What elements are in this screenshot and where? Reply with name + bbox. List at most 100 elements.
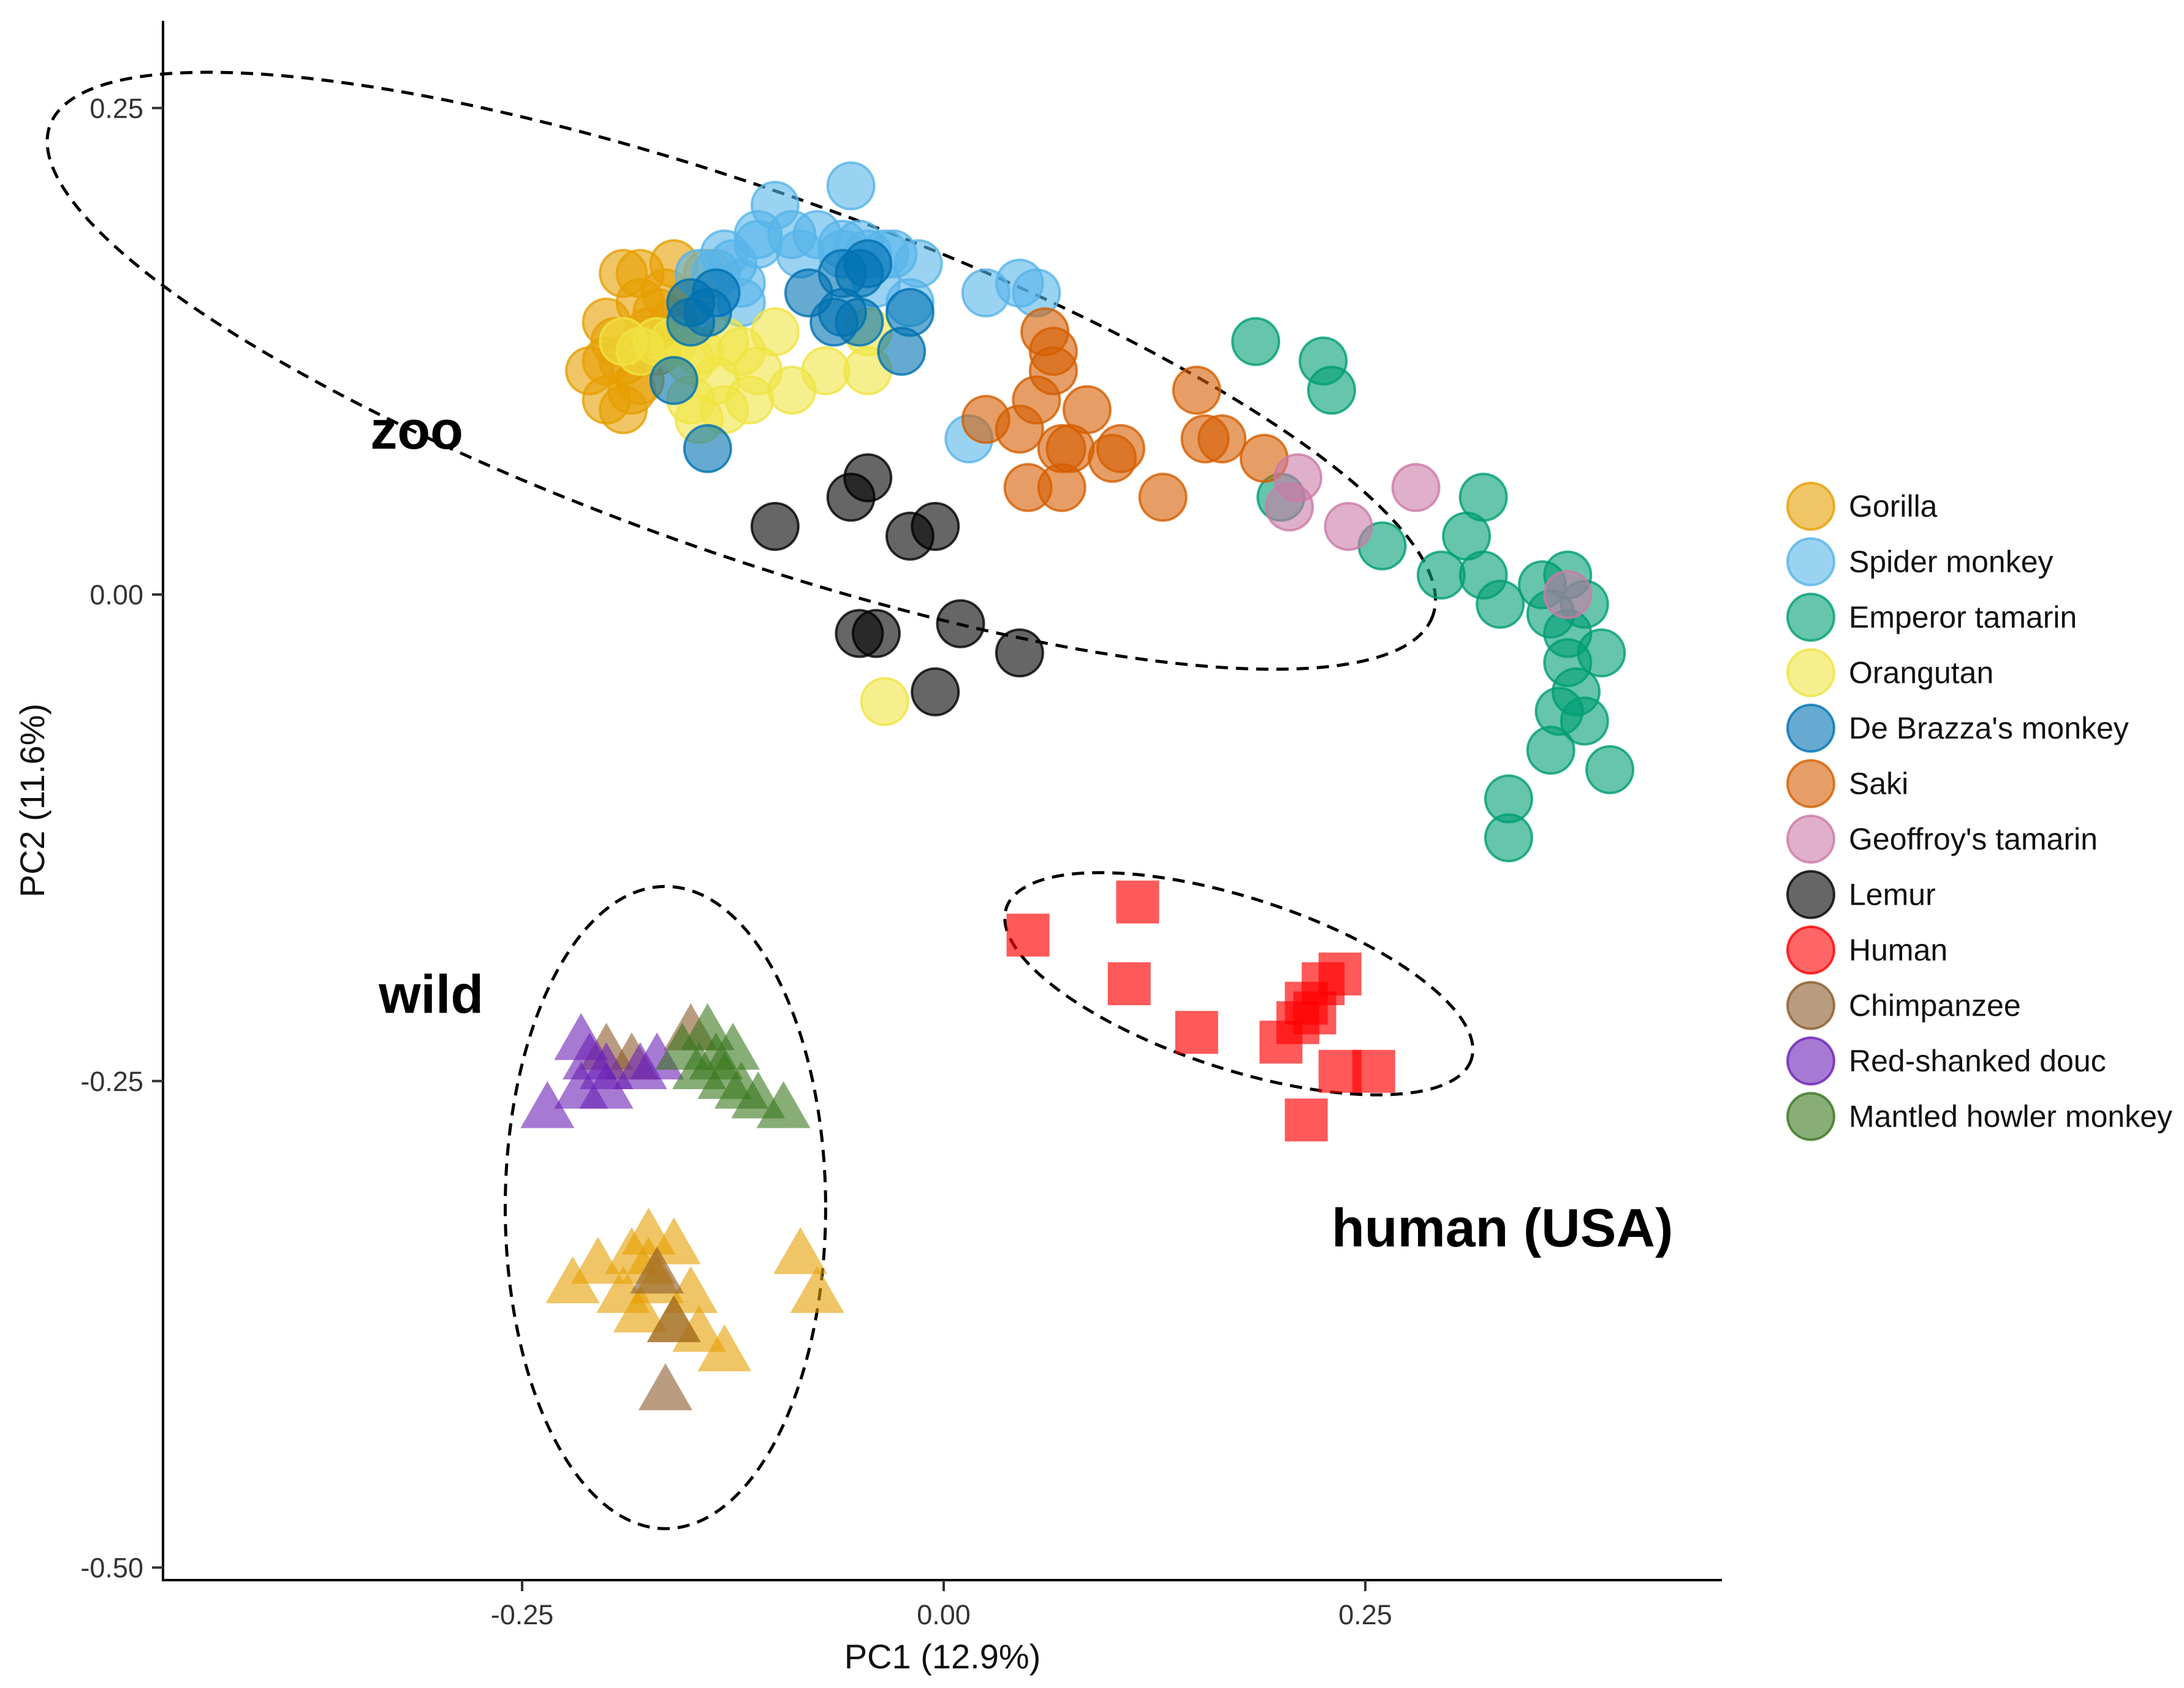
point-saki (995, 405, 1044, 454)
point-human (1175, 1011, 1218, 1054)
series-de-brazza-s-monkey (649, 239, 935, 473)
legend-item-de-brazza-s-monkey: De Brazza's monkey (1786, 704, 2129, 753)
point-mantled-howler-monkey (680, 1003, 735, 1051)
legend-label: De Brazza's monkey (1849, 711, 2129, 745)
point-geoffroy-s-tamarin (1324, 501, 1373, 551)
legend-item-gorilla: Gorilla (1786, 482, 1938, 531)
legend-label: Spider monkey (1849, 545, 2053, 579)
data-points (520, 161, 1635, 1410)
ellipse-zoo (45, 70, 1438, 671)
point-spider-monkey (792, 210, 842, 259)
y-tick-label: -0.25 (80, 1066, 143, 1097)
y-tick-label: -0.50 (80, 1553, 143, 1584)
point-human (1006, 913, 1050, 957)
legend-swatch (1786, 1036, 1835, 1085)
legend-label: Saki (1849, 767, 1908, 801)
group-annotations: zoo wild human (USA) (370, 400, 1673, 1258)
x-tick-label: 0.25 (1338, 1599, 1392, 1630)
legend-item-mantled-howler-monkey: Mantled howler monkey (1786, 1092, 2172, 1141)
point-emperor-tamarin (1577, 628, 1626, 678)
legend-swatch (1786, 704, 1835, 753)
legend-label: Chimpanzee (1849, 989, 2021, 1023)
point-red-shanked-douc (520, 1081, 575, 1128)
point-mantled-howler-monkey (655, 1022, 710, 1070)
point-emperor-tamarin (1526, 726, 1575, 775)
x-axis-title: PC1 (12.9%) (844, 1637, 1041, 1676)
series-emperor-tamarin (1231, 317, 1635, 862)
point-saki (1037, 463, 1086, 512)
point-saki (1138, 473, 1188, 522)
annotation-zoo: zoo (370, 400, 463, 460)
point-emperor-tamarin (1484, 813, 1533, 862)
confidence-ellipses (45, 70, 1475, 1530)
legend-swatch (1786, 1092, 1835, 1141)
point-lemur (911, 667, 960, 717)
point-emperor-tamarin (1306, 365, 1356, 415)
point-human (1284, 1098, 1328, 1142)
legend-label: Geoffroy's tamarin (1849, 822, 2098, 856)
point-chimpanzee (646, 1295, 701, 1342)
point-de-brazza-s-monkey (810, 297, 859, 347)
point-mantled-howler-monkey (756, 1081, 811, 1128)
point-saki (1197, 414, 1247, 463)
legend-label: Gorilla (1849, 489, 1938, 523)
series-gorilla-wild (545, 1207, 844, 1372)
point-gorilla-wild (545, 1256, 600, 1304)
point-human (1107, 962, 1151, 1005)
legend-swatch (1786, 537, 1835, 587)
legend-label: Mantled howler monkey (1849, 1100, 2172, 1134)
point-lemur (826, 473, 876, 522)
ellipse-wild (503, 884, 827, 1530)
legend-swatch (1786, 981, 1835, 1030)
legend-item-geoffroy-s-tamarin: Geoffroy's tamarin (1786, 815, 2098, 864)
series-saki (961, 307, 1289, 522)
legend-label: Lemur (1849, 878, 1936, 912)
point-de-brazza-s-monkey (843, 239, 893, 289)
point-emperor-tamarin (1458, 473, 1508, 522)
legend-item-orangutan: Orangutan (1786, 648, 1993, 698)
legend-swatch (1786, 926, 1835, 975)
legend-item-red-shanked-douc: Red-shanked douc (1786, 1036, 2106, 1085)
point-spider-monkey (826, 161, 876, 211)
legend-swatch (1786, 815, 1835, 864)
annotation-human-usa: human (USA) (1332, 1198, 1673, 1258)
legend-label: Emperor tamarin (1849, 600, 2077, 634)
legend-label: Red-shanked douc (1849, 1044, 2106, 1078)
legend-label: Human (1849, 933, 1947, 967)
series-orangutan (599, 307, 909, 726)
point-lemur (750, 501, 800, 551)
point-human (1318, 952, 1362, 996)
point-saki (1088, 433, 1137, 483)
point-orangutan (801, 346, 851, 395)
point-geoffroy-s-tamarin (1543, 570, 1593, 619)
point-red-shanked-douc (579, 1062, 634, 1109)
legend-swatch (1786, 759, 1835, 808)
point-lemur (995, 628, 1044, 678)
y-axis-title: PC2 (11.6%) (13, 704, 51, 897)
point-human (1352, 1049, 1395, 1093)
point-lemur (851, 609, 901, 658)
series-human (1006, 880, 1395, 1142)
point-emperor-tamarin (1560, 696, 1609, 746)
point-geoffroy-s-tamarin (1391, 463, 1441, 512)
point-de-brazza-s-monkey (683, 424, 732, 473)
point-gorilla-wild (697, 1324, 752, 1372)
legend-swatch (1786, 482, 1835, 531)
point-de-brazza-s-monkey (649, 355, 699, 405)
x-tick-label: -0.25 (491, 1599, 554, 1630)
legend-item-spider-monkey: Spider monkey (1786, 537, 2053, 587)
point-orangutan (750, 307, 800, 357)
legend-item-chimpanzee: Chimpanzee (1786, 981, 2021, 1030)
point-gorilla-wild (773, 1227, 828, 1274)
legend-item-emperor-tamarin: Emperor tamarin (1786, 593, 2077, 642)
legend-item-lemur: Lemur (1786, 870, 1936, 919)
legend: Gorilla Spider monkey Emperor tamarin Orang… (1786, 482, 2172, 1141)
point-gorilla-wild (790, 1266, 844, 1314)
point-emperor-tamarin (1231, 317, 1281, 367)
axis-ticks: -0.25 0.00 0.25 0.25 0.00 -0.25 -0.50 (80, 93, 1392, 1630)
point-orangutan (725, 375, 775, 425)
point-emperor-tamarin (1585, 745, 1635, 794)
legend-swatch (1786, 593, 1835, 642)
legend-swatch (1786, 648, 1835, 698)
